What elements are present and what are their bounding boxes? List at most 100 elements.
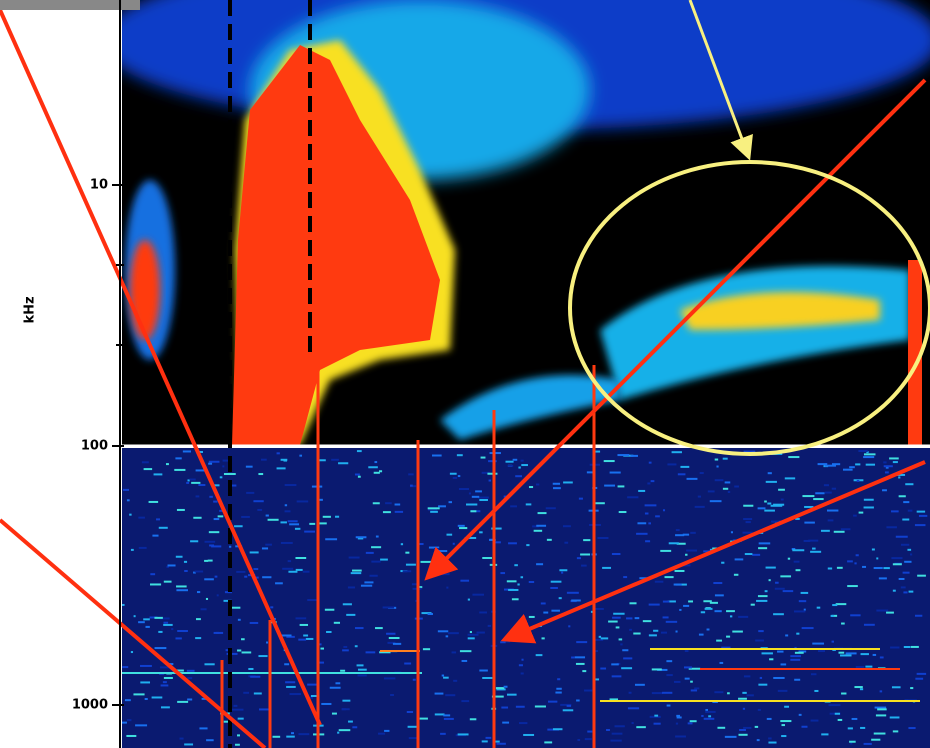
noise-speck bbox=[179, 737, 184, 740]
noise-speck bbox=[159, 617, 170, 620]
noise-speck bbox=[609, 471, 621, 474]
noise-speck bbox=[163, 623, 173, 626]
noise-speck bbox=[615, 626, 620, 629]
noise-speck bbox=[891, 510, 899, 513]
noise-speck bbox=[768, 579, 771, 582]
noise-speck bbox=[295, 556, 307, 559]
noise-speck bbox=[561, 571, 564, 574]
noise-speck bbox=[521, 464, 528, 467]
noise-speck bbox=[319, 661, 325, 664]
noise-speck bbox=[130, 651, 134, 654]
noise-speck bbox=[890, 646, 900, 649]
noise-speck bbox=[905, 483, 914, 486]
noise-speck bbox=[914, 524, 926, 527]
noise-speck bbox=[639, 577, 647, 580]
noise-speck bbox=[435, 550, 448, 553]
noise-speck bbox=[757, 708, 761, 711]
noise-speck bbox=[673, 583, 682, 586]
noise-speck bbox=[149, 616, 158, 619]
noise-speck bbox=[182, 450, 192, 453]
noise-speck bbox=[440, 732, 446, 735]
noise-speck bbox=[831, 463, 841, 466]
noise-speck bbox=[302, 570, 310, 573]
noise-speck bbox=[447, 632, 459, 635]
noise-speck bbox=[808, 539, 819, 542]
noise-speck bbox=[162, 681, 167, 684]
noise-speck bbox=[298, 638, 307, 641]
noise-speck bbox=[716, 639, 722, 642]
noise-speck bbox=[284, 510, 291, 513]
noise-speck bbox=[198, 484, 206, 487]
noise-speck bbox=[810, 550, 822, 553]
noise-speck bbox=[371, 560, 381, 563]
noise-speck bbox=[721, 646, 731, 649]
noise-speck bbox=[768, 741, 777, 744]
noise-speck bbox=[903, 501, 910, 504]
noise-speck bbox=[717, 726, 726, 729]
noise-speck bbox=[847, 585, 858, 588]
noise-speck bbox=[562, 709, 574, 712]
noise-speck bbox=[682, 533, 690, 536]
noise-speck bbox=[354, 473, 360, 476]
left-burst-core bbox=[130, 240, 160, 340]
noise-speck bbox=[714, 594, 724, 597]
noise-speck bbox=[886, 526, 897, 529]
noise-speck bbox=[241, 651, 252, 654]
noise-speck bbox=[241, 515, 250, 518]
noise-speck bbox=[208, 531, 220, 534]
noise-speck bbox=[224, 591, 233, 594]
noise-speck bbox=[296, 500, 309, 503]
noise-streak bbox=[380, 650, 420, 652]
noise-speck bbox=[802, 495, 815, 498]
noise-speck bbox=[623, 576, 628, 579]
noise-speck bbox=[172, 669, 184, 672]
noise-speck bbox=[222, 465, 225, 468]
noise-speck bbox=[191, 481, 201, 484]
noise-speck bbox=[365, 551, 374, 554]
noise-speck bbox=[341, 708, 346, 711]
noise-speck bbox=[835, 603, 847, 606]
noise-speck bbox=[541, 637, 545, 640]
noise-speck bbox=[342, 649, 349, 652]
noise-speck bbox=[338, 462, 349, 465]
noise-speck bbox=[738, 697, 747, 700]
noise-speck bbox=[287, 520, 298, 523]
noise-speck bbox=[412, 678, 416, 681]
noise-speck bbox=[536, 524, 547, 527]
noise-speck bbox=[742, 707, 746, 710]
noise-speck bbox=[593, 638, 604, 641]
noise-speck bbox=[196, 591, 201, 594]
noise-speck bbox=[443, 714, 451, 717]
noise-speck bbox=[475, 490, 482, 493]
noise-speck bbox=[154, 616, 163, 619]
noise-speck bbox=[434, 692, 444, 695]
noise-speck bbox=[673, 680, 681, 683]
noise-speck bbox=[654, 714, 659, 717]
noise-speck bbox=[346, 613, 356, 616]
noise-speck bbox=[357, 475, 361, 478]
noise-speck bbox=[738, 615, 749, 618]
noise-speck bbox=[258, 473, 264, 476]
noise-speck bbox=[821, 733, 829, 736]
noise-speck bbox=[405, 563, 416, 566]
noise-speck bbox=[480, 456, 486, 459]
noise-speck bbox=[817, 463, 828, 466]
noise-speck bbox=[265, 543, 272, 546]
noise-speck bbox=[187, 698, 193, 701]
noise-speck bbox=[743, 675, 751, 678]
noise-speck bbox=[775, 581, 779, 584]
noise-speck bbox=[766, 717, 772, 720]
noise-speck bbox=[597, 536, 609, 539]
noise-speck bbox=[883, 461, 887, 464]
noise-speck bbox=[378, 732, 386, 735]
noise-speck bbox=[756, 599, 768, 602]
noise-speck bbox=[598, 635, 602, 638]
noise-speck bbox=[648, 522, 651, 525]
noise-speck bbox=[831, 487, 837, 490]
noise-speck bbox=[704, 607, 713, 610]
noise-speck bbox=[879, 690, 883, 693]
noise-speck bbox=[446, 586, 449, 589]
noise-speck bbox=[347, 586, 356, 589]
noise-speck bbox=[417, 586, 423, 589]
